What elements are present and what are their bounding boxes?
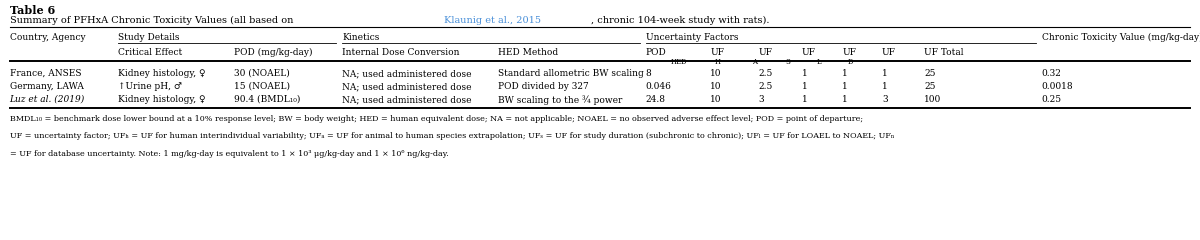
Text: Standard allometric BW scaling: Standard allometric BW scaling [498,69,643,78]
Text: 1: 1 [802,95,808,104]
Text: HED Method: HED Method [498,48,558,57]
Text: 90.4 (BMDL₁₀): 90.4 (BMDL₁₀) [234,95,300,104]
Text: 2.5: 2.5 [758,69,773,78]
Text: UF: UF [842,48,857,57]
Text: 30 (NOAEL): 30 (NOAEL) [234,69,289,78]
Text: Critical Effect: Critical Effect [118,48,182,57]
Text: Uncertainty Factors: Uncertainty Factors [646,33,738,42]
Text: Table 6: Table 6 [10,5,55,16]
Text: 10: 10 [710,69,722,78]
Text: 1: 1 [842,95,848,104]
Text: 100: 100 [924,95,941,104]
Text: ↑Urine pH, ♂: ↑Urine pH, ♂ [118,82,181,91]
Text: Klaunig et al., 2015: Klaunig et al., 2015 [444,16,541,25]
Text: Study Details: Study Details [118,33,179,42]
Text: UF: UF [710,48,725,57]
Text: S: S [785,58,790,66]
Text: UF Total: UF Total [924,48,964,57]
Text: D: D [847,58,853,66]
Text: Luz et al. (2019): Luz et al. (2019) [10,95,85,104]
Text: 15 (NOAEL): 15 (NOAEL) [234,82,290,91]
Text: 3: 3 [758,95,764,104]
Text: 1: 1 [802,82,808,91]
Text: NA; used administered dose: NA; used administered dose [342,82,472,91]
Text: UF: UF [802,48,816,57]
Text: 1: 1 [842,69,848,78]
Text: France, ANSES: France, ANSES [10,69,82,78]
Text: 1: 1 [882,82,888,91]
Text: Summary of PFHxA Chronic Toxicity Values (all based on: Summary of PFHxA Chronic Toxicity Values… [10,16,296,25]
Text: H: H [714,58,720,66]
Text: 25: 25 [924,69,936,78]
Text: 24.8: 24.8 [646,95,666,104]
Text: 0.25: 0.25 [1042,95,1062,104]
Text: 1: 1 [842,82,848,91]
Text: Country, Agency: Country, Agency [10,33,85,42]
Text: BMDL₁₀ = benchmark dose lower bound at a 10% response level; BW = body weight; H: BMDL₁₀ = benchmark dose lower bound at a… [10,115,863,123]
Text: 2.5: 2.5 [758,82,773,91]
Text: UF: UF [758,48,773,57]
Text: = UF for database uncertainty. Note: 1 mg/kg-day is equivalent to 1 × 10³ μg/kg-: = UF for database uncertainty. Note: 1 m… [10,150,449,158]
Text: A: A [751,58,757,66]
Text: 0.0018: 0.0018 [1042,82,1073,91]
Text: BW scaling to the ¾ power: BW scaling to the ¾ power [498,95,623,105]
Text: HED: HED [671,58,688,66]
Text: , chronic 104-week study with rats).: , chronic 104-week study with rats). [592,16,769,25]
Text: POD: POD [646,48,666,57]
Text: Kidney histology, ♀: Kidney histology, ♀ [118,69,205,78]
Text: UF = uncertainty factor; UFₕ = UF for human interindividual variability; UFₐ = U: UF = uncertainty factor; UFₕ = UF for hu… [10,132,894,140]
Text: POD divided by 327: POD divided by 327 [498,82,589,91]
Text: 0.32: 0.32 [1042,69,1062,78]
Text: 3: 3 [882,95,888,104]
Text: UF: UF [882,48,896,57]
Text: 0.046: 0.046 [646,82,672,91]
Text: 10: 10 [710,82,722,91]
Text: Internal Dose Conversion: Internal Dose Conversion [342,48,460,57]
Text: Chronic Toxicity Value (mg/kg-day): Chronic Toxicity Value (mg/kg-day) [1042,33,1200,42]
Text: 1: 1 [802,69,808,78]
Text: Kidney histology, ♀: Kidney histology, ♀ [118,95,205,104]
Text: 25: 25 [924,82,936,91]
Text: NA; used administered dose: NA; used administered dose [342,95,472,104]
Text: 10: 10 [710,95,722,104]
Text: NA; used administered dose: NA; used administered dose [342,69,472,78]
Text: 1: 1 [882,69,888,78]
Text: Kinetics: Kinetics [342,33,379,42]
Text: L: L [817,58,822,66]
Text: POD (mg/kg-day): POD (mg/kg-day) [234,48,312,57]
Text: 8: 8 [646,69,652,78]
Text: Germany, LAWA: Germany, LAWA [10,82,84,91]
